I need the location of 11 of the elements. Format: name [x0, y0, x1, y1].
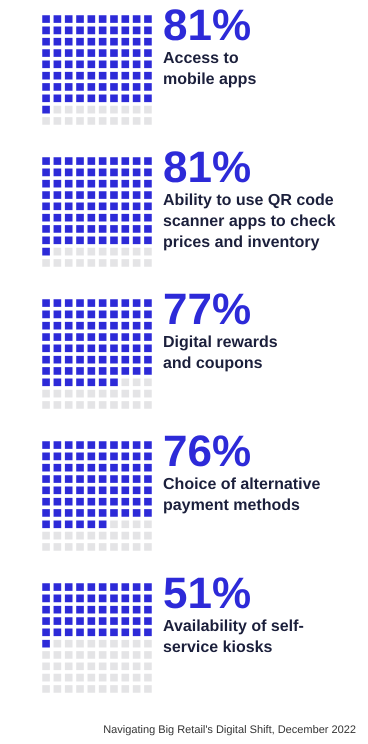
category-label: Access to mobile apps [163, 49, 258, 90]
text: Navigating Big Retail's Digital Shift, December 2022 [103, 724, 356, 736]
category-label: Choice of alternative payment methods [163, 475, 322, 516]
category-label: Digital rewards and coupons [163, 333, 279, 374]
category-label: Ability to use QR code scanner apps to check prices and inventory [163, 191, 337, 253]
data-label: 77% [163, 285, 252, 334]
category-label: Availability of self-service kiosks [163, 617, 305, 658]
data-label: 81% [163, 143, 252, 192]
data-label: 51% [163, 569, 252, 618]
data-label: 76% [163, 427, 252, 476]
data-label: 81% [163, 1, 252, 50]
